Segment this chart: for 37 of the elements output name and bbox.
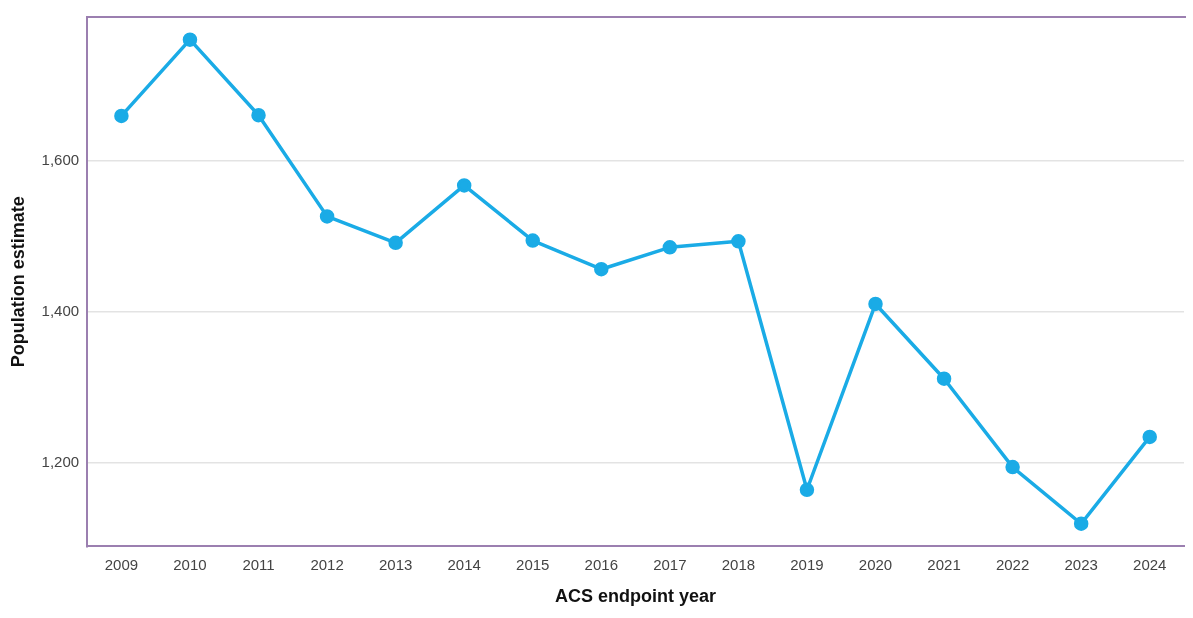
point: [662, 240, 678, 255]
x-tick-label: 2023: [1064, 555, 1098, 573]
x-tick-label: 2014: [447, 555, 481, 573]
point: [114, 108, 129, 124]
x-tick-label: 2011: [242, 555, 275, 573]
point: [388, 235, 403, 251]
x-tick-label: 2024: [1133, 555, 1167, 573]
point: [182, 32, 198, 47]
point: [1142, 429, 1157, 445]
y-tick-label: 1,400: [41, 301, 80, 319]
point: [456, 178, 472, 193]
y-tick-label: 1,200: [41, 452, 80, 470]
x-tick-label: 2021: [927, 555, 961, 573]
x-tick-label: 2022: [995, 555, 1030, 573]
point: [251, 107, 266, 123]
point: [319, 209, 335, 224]
x-tick-label: 2016: [584, 555, 618, 573]
point: [799, 482, 815, 498]
point: [936, 371, 952, 386]
x-tick-label: 2019: [790, 555, 824, 573]
y-tick-label: 1,600: [41, 150, 80, 168]
x-tick-label: 2017: [653, 555, 687, 573]
x-tick-label: 2012: [310, 555, 344, 573]
x-tick-label: 2015: [516, 555, 550, 573]
point: [594, 261, 609, 277]
point: [1005, 459, 1020, 475]
x-axis-title: ACS endpoint year: [555, 586, 717, 607]
x-tick-label: 2013: [378, 555, 413, 573]
point: [731, 234, 746, 249]
x-tick-label: 2010: [173, 555, 207, 573]
x-tick-label: 2020: [858, 555, 893, 573]
x-tick-label: 2009: [104, 555, 139, 573]
x-tick-label: 2018: [721, 555, 756, 573]
point: [1073, 516, 1089, 531]
y-axis-title: Population estimate: [7, 196, 28, 368]
point: [525, 233, 540, 248]
point: [868, 296, 883, 312]
